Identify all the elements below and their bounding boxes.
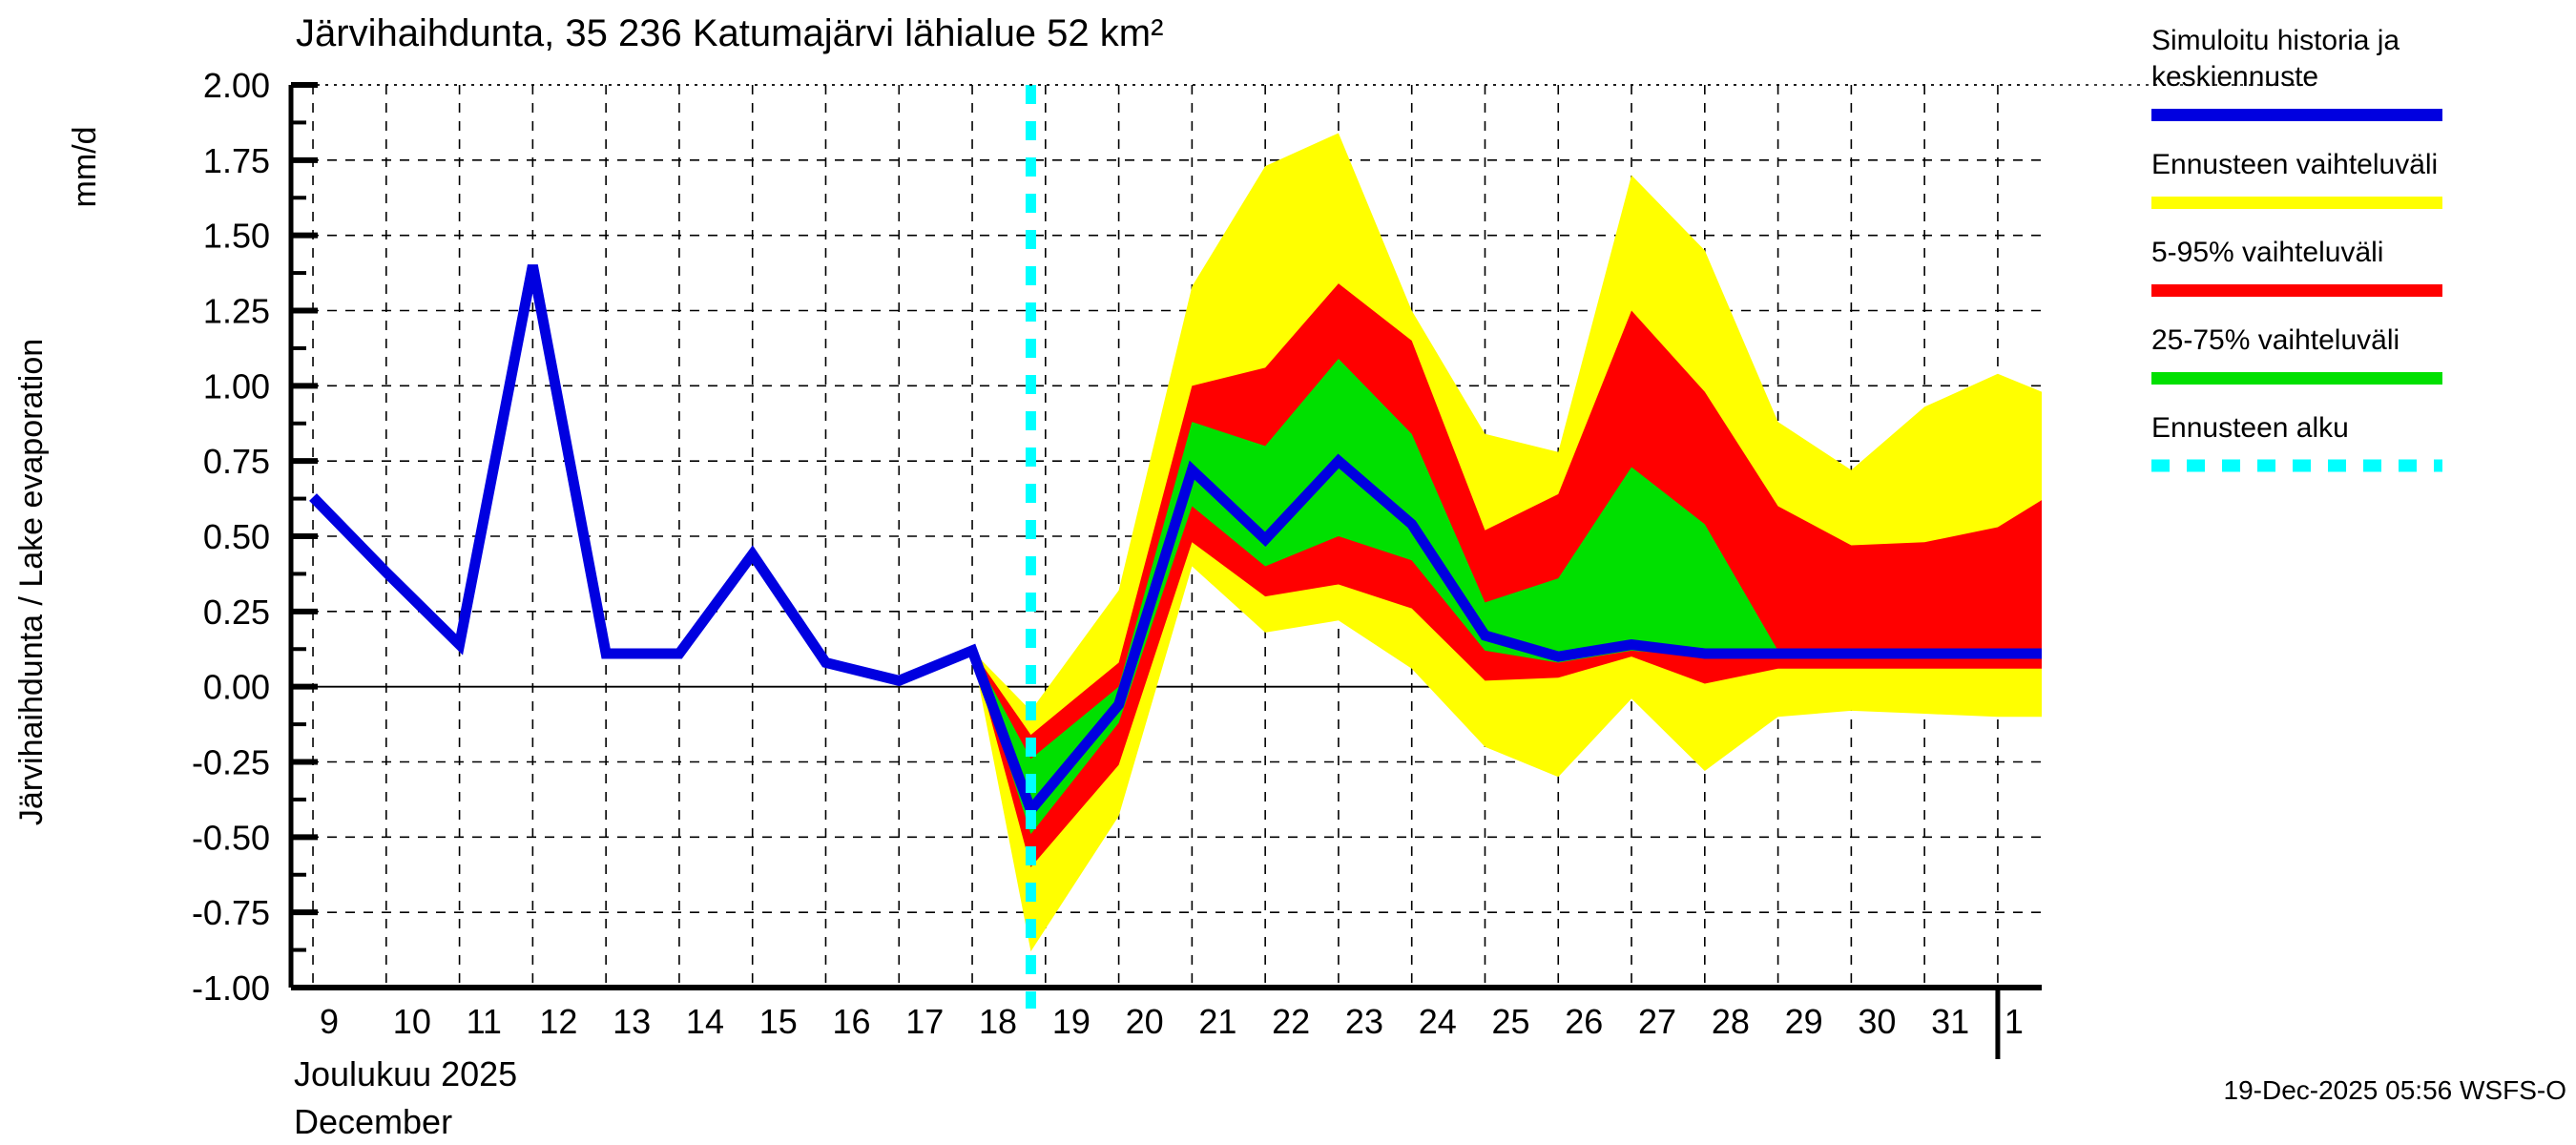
legend-label: 5-95% vaihteluväli xyxy=(2151,237,2383,268)
y-axis-tick-label: 1.25 xyxy=(203,292,270,331)
legend-item[interactable]: 25-75% vaihteluväli xyxy=(2151,324,2442,385)
y-axis-tick-label: 1.75 xyxy=(203,141,270,180)
y-axis-tick-label: -0.75 xyxy=(192,893,270,932)
legend-item[interactable]: Simuloitu historia ja keskiennuste xyxy=(2151,25,2442,121)
y-axis-tick-label: 2.00 xyxy=(203,66,270,105)
x-axis-tick-label: 14 xyxy=(686,1002,724,1041)
band-5-95 xyxy=(972,283,2042,867)
y-axis-tick-labels: 2.00 1.75 1.50 1.25 1.00 0.75 0.50 0.25 0.00 -0.2… xyxy=(192,66,270,1008)
band-25-75 xyxy=(972,358,2042,835)
legend-item[interactable]: Ennusteen alku xyxy=(2151,412,2442,472)
x-axis-month-label-fi: Joulukuu 2025 xyxy=(294,1054,517,1093)
x-axis-tick-label: 21 xyxy=(1198,1002,1236,1041)
x-axis-tick-label: 18 xyxy=(979,1002,1017,1041)
x-axis-tick-label: 15 xyxy=(759,1002,798,1041)
x-axis-tick-label: 12 xyxy=(539,1002,577,1041)
x-axis-tick-label: 25 xyxy=(1491,1002,1529,1041)
chart-title: Järvihaihdunta, 35 236 Katumajärvi lähia… xyxy=(296,12,1163,54)
x-axis-month-label-en: December xyxy=(294,1102,452,1141)
x-axis-tick-label: 10 xyxy=(393,1002,431,1041)
x-axis-tick-label: 9 xyxy=(320,1002,339,1041)
legend-swatch-3 xyxy=(2151,372,2442,385)
y-axis-title: Järvihaihdunta / Lake evaporation xyxy=(13,339,50,825)
x-axis-tick-label: 19 xyxy=(1052,1002,1091,1041)
x-axis-tick-label: 23 xyxy=(1345,1002,1383,1041)
axes xyxy=(288,82,2042,1059)
x-axis-tick-label: 16 xyxy=(832,1002,870,1041)
x-axis-tick-labels: 9 10 11 12 13 14 15 16 17 18 19 20 21 22 23 24 25 26 27 28 2… xyxy=(320,1002,2024,1041)
legend-swatch-0 xyxy=(2151,109,2442,121)
legend-item[interactable]: 5-95% vaihteluväli xyxy=(2151,237,2442,297)
y-axis-tick-label: 0.00 xyxy=(203,668,270,707)
x-axis-tick-label: 11 xyxy=(467,1002,502,1041)
y-axis-tick-label: -0.50 xyxy=(192,818,270,857)
x-axis-tick-label: 30 xyxy=(1858,1002,1896,1041)
legend-label: 25-75% vaihteluväli xyxy=(2151,324,2399,356)
y-axis-tick-label: 0.50 xyxy=(203,517,270,556)
y-axis-tick-label: 0.25 xyxy=(203,593,270,632)
y-axis-tick-label: 1.00 xyxy=(203,366,270,406)
x-axis-tick-label: 20 xyxy=(1126,1002,1164,1041)
legend-swatch-1 xyxy=(2151,197,2442,209)
legend-swatch-2 xyxy=(2151,284,2442,297)
forecast-bands xyxy=(972,133,2042,952)
footer-timestamp: 19-Dec-2025 05:56 WSFS-O xyxy=(2224,1075,2567,1105)
legend-label: Ennusteen alku xyxy=(2151,412,2349,444)
y-axis-unit: mm/d xyxy=(67,127,103,208)
legend-label: Ennusteen vaihteluväli xyxy=(2151,149,2438,180)
x-axis-tick-label: 29 xyxy=(1785,1002,1823,1041)
x-axis-tick-label: 24 xyxy=(1419,1002,1457,1041)
y-axis-tick-label: 0.75 xyxy=(203,442,270,481)
mean-forecast-line xyxy=(309,264,2042,821)
chart-legend: Simuloitu historia ja keskiennuste Ennuste… xyxy=(2151,25,2442,472)
y-axis-tick-label: 1.50 xyxy=(203,217,270,256)
x-axis-tick-label: 1 xyxy=(2005,1002,2024,1041)
x-axis-tick-label: 22 xyxy=(1272,1002,1310,1041)
legend-item[interactable]: Ennusteen vaihteluväli xyxy=(2151,149,2442,209)
x-axis-tick-label: 13 xyxy=(613,1002,651,1041)
legend-label: keskiennuste xyxy=(2151,61,2318,93)
x-axis-tick-label: 27 xyxy=(1638,1002,1676,1041)
legend-label: Simuloitu historia ja xyxy=(2151,25,2399,56)
x-axis-tick-label: 28 xyxy=(1712,1002,1750,1041)
y-axis-tick-label: -1.00 xyxy=(192,968,270,1008)
y-axis-tick-label: -0.25 xyxy=(192,743,270,782)
x-axis-tick-label: 17 xyxy=(905,1002,944,1041)
x-axis-tick-label: 31 xyxy=(1931,1002,1969,1041)
x-axis-tick-label: 26 xyxy=(1565,1002,1603,1041)
